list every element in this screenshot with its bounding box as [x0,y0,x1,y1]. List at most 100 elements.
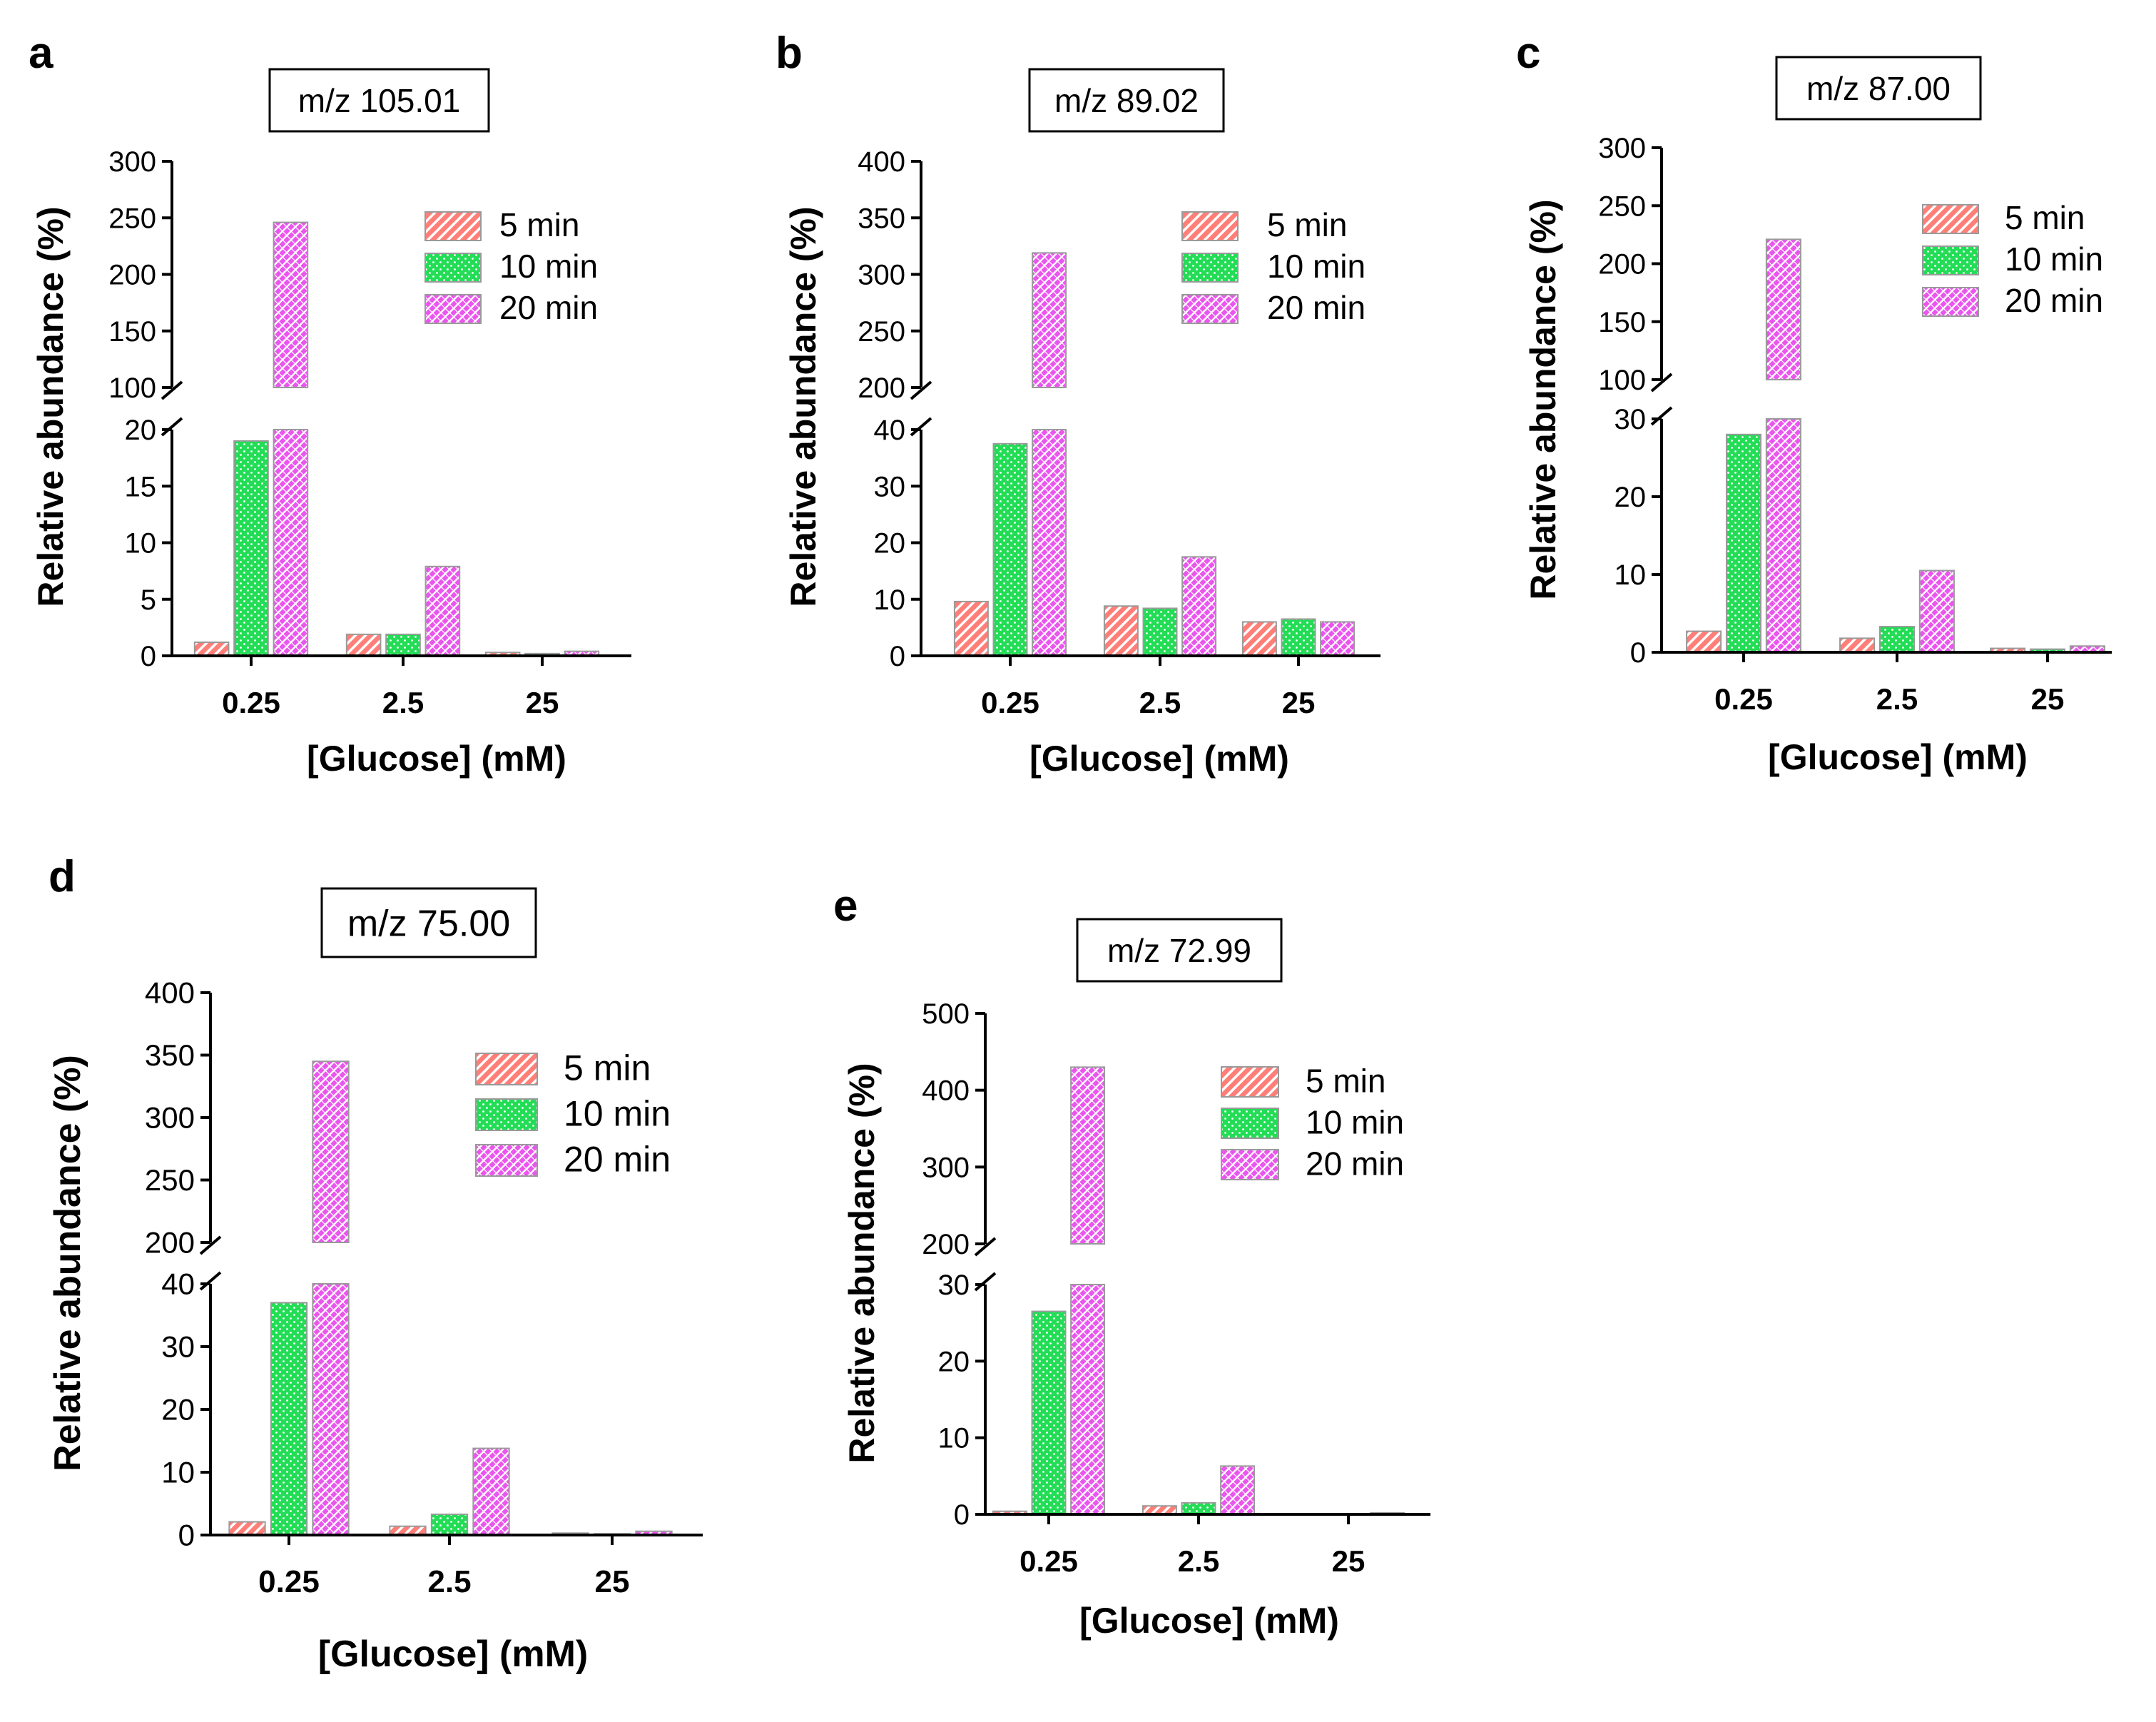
y-tick-label: 300 [858,260,905,291]
x-tick-label: 2.5 [1139,686,1181,719]
chart-title-box [1076,918,1283,983]
chart-title-box [1028,68,1225,133]
y-axis-label: Relative abundance (%) [842,1063,882,1463]
y-tick-label: 20 [874,528,906,559]
y-axis-label: Relative abundance (%) [47,1055,88,1472]
x-tick-label: 2.5 [1876,682,1918,716]
chart-title: m/z 87.00 [1806,70,1951,107]
chart-title: m/z 75.00 [347,903,510,945]
y-tick-label: 20 [125,415,157,446]
legend: 5 min 10 min 20 min [424,206,598,326]
legend-label: 10 min [499,248,598,285]
bar-upper [1070,1066,1106,1245]
x-tick-label: 0.25 [981,686,1039,719]
y-tick-label: 0 [954,1499,970,1531]
legend-swatch [424,294,482,324]
bar [270,1302,308,1536]
y-tick-label: 10 [1615,559,1647,591]
x-tick-label: 25 [2031,682,2065,716]
y-tick-label: 300 [145,1101,195,1135]
chart-title-box [320,887,537,958]
axis-break-mark [910,417,932,437]
axis-break-mark [1650,373,1673,392]
legend-label: 20 min [2005,282,2103,319]
y-tick-label: 40 [161,1267,195,1301]
bar [193,641,230,657]
x-tick-label: 0.25 [258,1564,320,1599]
bar [345,633,382,657]
bar [1031,1310,1067,1515]
legend-swatch [475,1053,538,1085]
bar [472,1447,510,1536]
y-tick-label: 10 [874,584,906,616]
y-tick-label: 250 [858,316,905,348]
bar [424,565,461,657]
panel-d: d m/z 75.00 0 10 20 30 40 200 250 300 350 400 0.25 2.… [47,852,703,1675]
y-tick-label: 200 [108,260,156,291]
y-tick-label: 10 [938,1423,970,1454]
legend: 5 min 10 min 20 min [1181,206,1366,326]
y-tick-label: 200 [1598,249,1646,280]
axis-break-mark [161,380,183,400]
y-tick-label: 300 [108,146,156,178]
bar-upper [1032,252,1067,389]
bar [430,1513,469,1536]
legend-swatch [1922,245,1979,275]
legend-swatch [1922,287,1979,317]
y-tick-label: 300 [922,1152,970,1183]
bar-upper [1765,238,1801,380]
y-tick-label: 0 [890,641,905,672]
y-tick-label: 15 [125,471,157,502]
y-tick-label: 350 [858,203,905,234]
chart-title-box [268,68,490,133]
legend-label: 10 min [1306,1104,1404,1141]
x-axis-label: [Glucose] (mM) [1079,1601,1339,1641]
y-tick-label: 100 [1598,365,1646,396]
panel-a: a m/z 105.01 0 5 10 15 20 100 150 200 250 300 0.25 2.… [29,29,631,779]
bar [1103,605,1139,657]
bar [1281,618,1316,657]
axis-break-mark [1650,406,1673,426]
legend-label: 5 min [1306,1063,1385,1100]
legend-swatch [1221,1066,1279,1098]
axis-break-mark [974,1237,997,1257]
bar [228,1521,266,1536]
y-axis-label: Relative abundance (%) [31,206,71,607]
bar [1918,569,1955,653]
x-axis-label: [Glucose] (mM) [1768,737,2028,777]
legend-label: 20 min [1267,289,1366,326]
y-tick-label: 20 [938,1346,970,1377]
y-tick-label: 30 [938,1270,970,1301]
y-axis-label: Relative abundance (%) [1523,199,1563,599]
legend-label: 20 min [499,289,598,326]
legend-label: 20 min [1306,1145,1404,1182]
legend: 5 min 10 min 20 min [475,1048,671,1179]
x-axis-label: [Glucose] (mM) [307,739,566,779]
legend-swatch [1181,294,1239,324]
x-tick-label: 2.5 [1178,1544,1219,1578]
y-tick-label: 20 [1615,482,1647,513]
y-tick-label: 150 [1598,307,1646,338]
y-tick-label: 40 [874,415,906,446]
bar [1070,1284,1106,1515]
y-tick-label: 150 [108,316,156,348]
y-tick-label: 0 [1630,637,1646,669]
y-tick-label: 400 [145,976,195,1010]
y-tick-label: 200 [858,373,905,404]
axis-break-mark [974,1272,997,1292]
bar [1032,429,1067,657]
legend-swatch [1221,1149,1279,1180]
x-tick-label: 25 [1332,1544,1366,1578]
legend-swatch [1181,211,1239,241]
bar [273,429,309,657]
panel-letter: a [29,29,54,78]
bar [1320,621,1356,657]
y-tick-label: 250 [1598,191,1646,222]
panel-b: b m/z 89.02 0 10 20 30 40 200 250 300 350 400 0.25 2.… [776,29,1380,779]
y-tick-label: 20 [161,1393,195,1427]
bar [1220,1465,1256,1515]
panel-letter: b [776,29,803,78]
bar [312,1283,350,1536]
y-tick-label: 100 [108,373,156,404]
